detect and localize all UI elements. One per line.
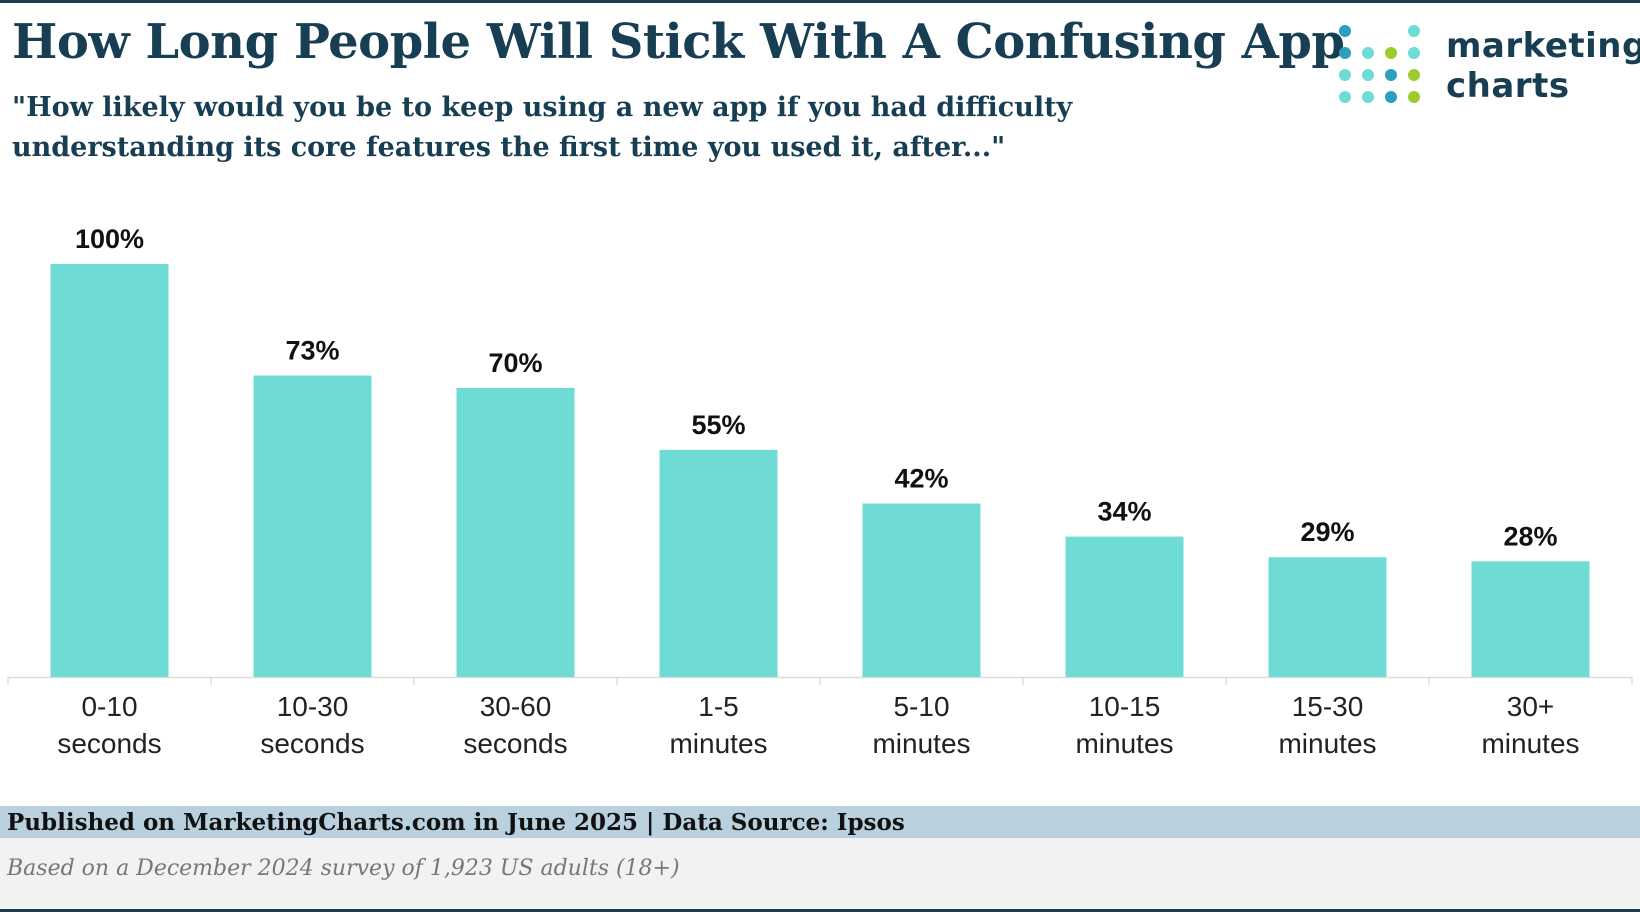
logo-dot xyxy=(1408,91,1420,103)
logo-dot xyxy=(1408,47,1420,59)
marketing-charts-logo: marketing charts xyxy=(1336,22,1640,112)
x-tick-label: seconds xyxy=(57,728,161,759)
footer-note-band: Based on a December 2024 survey of 1,923… xyxy=(0,838,1640,910)
bar xyxy=(659,449,778,677)
footer-published-band: Published on MarketingCharts.com in June… xyxy=(0,806,1640,838)
logo-dot xyxy=(1339,69,1351,81)
bar xyxy=(253,375,372,677)
logo-dot xyxy=(1385,47,1397,59)
footer-published: Published on MarketingCharts.com in June… xyxy=(7,809,905,836)
data-label: 42% xyxy=(894,464,948,494)
logo-dot xyxy=(1362,91,1374,103)
bottom-rule xyxy=(0,909,1640,912)
bar xyxy=(1268,557,1387,677)
data-label: 100% xyxy=(75,224,144,254)
logo-dot xyxy=(1362,69,1374,81)
data-label: 28% xyxy=(1503,521,1557,551)
logo-line-1: marketing xyxy=(1446,26,1640,66)
logo-dot xyxy=(1339,91,1351,103)
logo-line-2: charts xyxy=(1446,66,1570,106)
x-tick-label: 10-30 xyxy=(277,691,349,722)
logo-dot xyxy=(1339,47,1351,59)
x-tick-label: 10-15 xyxy=(1089,691,1161,722)
x-tick-label: 30+ xyxy=(1507,691,1555,722)
data-label: 29% xyxy=(1300,517,1354,547)
data-label: 55% xyxy=(691,410,745,440)
bar xyxy=(862,503,981,677)
x-tick-label: 1-5 xyxy=(698,691,738,722)
data-label: 34% xyxy=(1097,497,1151,527)
x-tick-label: minutes xyxy=(872,728,970,759)
x-tick-label: minutes xyxy=(669,728,767,759)
x-tick-label: seconds xyxy=(260,728,364,759)
chart-title: How Long People Will Stick With A Confus… xyxy=(12,14,1345,70)
logo-dot xyxy=(1385,91,1397,103)
logo-text: marketing charts xyxy=(1446,26,1640,106)
logo-dots-icon xyxy=(1339,25,1420,103)
logo-dot xyxy=(1339,25,1351,37)
chart-subtitle: "How likely would you be to keep using a… xyxy=(12,88,1112,168)
bar xyxy=(50,264,169,677)
data-label: 73% xyxy=(285,336,339,366)
x-tick-label: 15-30 xyxy=(1292,691,1364,722)
x-tick-label: 30-60 xyxy=(480,691,552,722)
top-rule xyxy=(0,0,1640,3)
data-label: 70% xyxy=(488,348,542,378)
footer-note: Based on a December 2024 survey of 1,923… xyxy=(7,856,680,881)
logo-dot xyxy=(1408,69,1420,81)
subtitle-line-1: "How likely would you be to keep using a… xyxy=(12,92,1073,123)
x-tick-label: minutes xyxy=(1481,728,1579,759)
bar xyxy=(1065,536,1184,677)
bar xyxy=(456,387,575,677)
x-tick-label: minutes xyxy=(1075,728,1173,759)
subtitle-line-2: understanding its core features the firs… xyxy=(12,132,1006,163)
x-tick-label: 0-10 xyxy=(81,691,137,722)
bar-chart: 100% 0-10 seconds 73% 10-30 seconds 70% 30-60 se… xyxy=(7,224,1633,759)
logo-dot xyxy=(1362,47,1374,59)
x-tick-label: minutes xyxy=(1278,728,1376,759)
bar xyxy=(1471,561,1590,677)
logo-dot xyxy=(1385,69,1397,81)
logo-dot xyxy=(1408,25,1420,37)
x-tick-label: 5-10 xyxy=(893,691,949,722)
x-tick-label: seconds xyxy=(463,728,567,759)
